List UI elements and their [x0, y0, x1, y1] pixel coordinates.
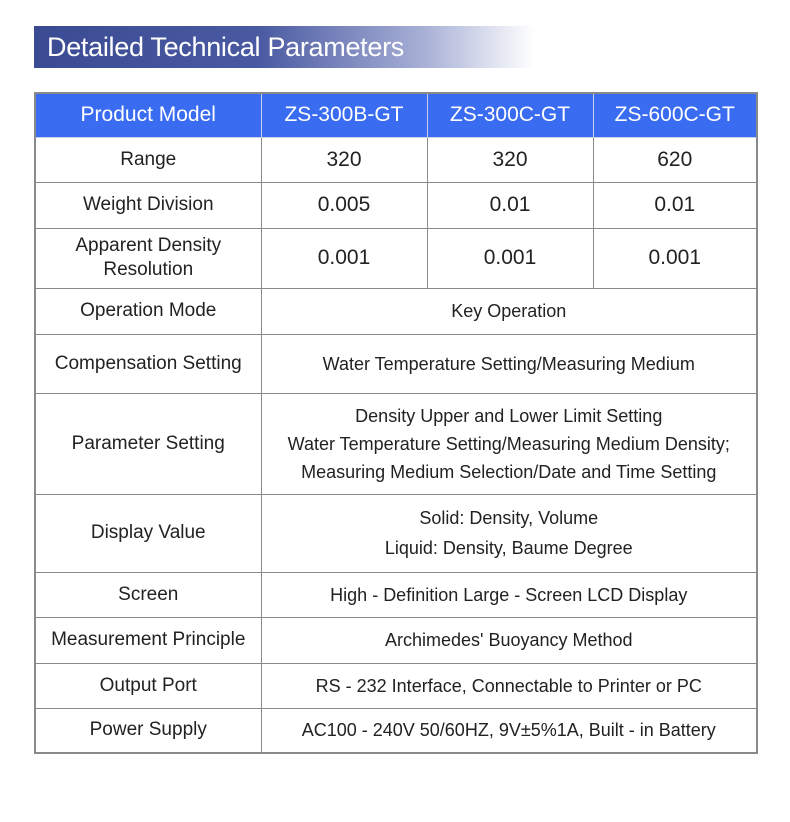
table-row: Output Port RS - 232 Interface, Connecta… — [34, 662, 758, 709]
value-line: Density Upper and Lower Limit Setting — [355, 405, 663, 426]
table-row: Weight Division 0.005 0.01 0.01 — [34, 181, 758, 229]
cell-value: 0.001 — [426, 227, 594, 289]
row-label-weight-division: Weight Division — [34, 181, 262, 229]
cell-value: Water Temperature Setting/Measuring Medi… — [260, 333, 758, 394]
cell-value: AC100 - 240V 50/60HZ, 9V±5%1A, Built - i… — [260, 707, 758, 754]
table-header-row: Product Model ZS-300B-GT ZS-300C-GT ZS-6… — [34, 92, 758, 138]
header-model-3: ZS-600C-GT — [592, 92, 758, 138]
cell-value: Density Upper and Lower Limit Setting Wa… — [260, 392, 758, 495]
cell-value: Archimedes' Buoyancy Method — [260, 616, 758, 664]
cell-value: 0.001 — [260, 227, 428, 289]
row-label-screen: Screen — [34, 571, 262, 618]
table-row: Screen High - Definition Large - Screen … — [34, 571, 758, 618]
cell-value: 0.01 — [426, 181, 594, 229]
value-line: Liquid: Density, Baume Degree — [384, 538, 633, 558]
cell-value: 320 — [260, 136, 428, 183]
label-line: Apparent Density — [75, 235, 222, 256]
row-label-operation-mode: Operation Mode — [34, 287, 262, 335]
table-row: Measurement Principle Archimedes' Buoyan… — [34, 616, 758, 664]
table-row: Operation Mode Key Operation — [34, 287, 758, 335]
cell-value: Key Operation — [260, 287, 758, 335]
row-label-display-value: Display Value — [34, 493, 262, 573]
cell-value: 320 — [426, 136, 594, 183]
table-row: Compensation Setting Water Temperature S… — [34, 333, 758, 394]
table-row: Display Value Solid: Density, Volume Liq… — [34, 493, 758, 573]
row-label-output-port: Output Port — [34, 662, 262, 709]
cell-value: Solid: Density, Volume Liquid: Density, … — [260, 493, 758, 573]
cell-value: 0.001 — [592, 227, 758, 289]
table-row: Parameter Setting Density Upper and Lowe… — [34, 392, 758, 495]
row-label-density-resolution: Apparent Density Resolution — [34, 227, 262, 289]
table-row: Apparent Density Resolution 0.001 0.001 … — [34, 227, 758, 289]
value-line: Water Temperature Setting/Measuring Medi… — [287, 433, 730, 454]
value-line: Solid: Density, Volume — [419, 508, 599, 528]
cell-value: High - Definition Large - Screen LCD Dis… — [260, 571, 758, 618]
row-label-compensation: Compensation Setting — [34, 333, 262, 394]
cell-value: 0.005 — [260, 181, 428, 229]
row-label-principle: Measurement Principle — [34, 616, 262, 664]
cell-value: 620 — [592, 136, 758, 183]
row-label-parameter-setting: Parameter Setting — [34, 392, 262, 495]
header-model-2: ZS-300C-GT — [426, 92, 594, 138]
table-row: Range 320 320 620 — [34, 136, 758, 183]
header-model-1: ZS-300B-GT — [260, 92, 428, 138]
cell-value: RS - 232 Interface, Connectable to Print… — [260, 662, 758, 709]
header-product-model: Product Model — [34, 92, 262, 138]
cell-value: 0.01 — [592, 181, 758, 229]
section-title-banner: Detailed Technical Parameters — [34, 26, 534, 68]
value-line: Measuring Medium Selection/Date and Time… — [301, 461, 717, 482]
table-row: Power Supply AC100 - 240V 50/60HZ, 9V±5%… — [34, 707, 758, 754]
row-label-range: Range — [34, 136, 262, 183]
page-title: Detailed Technical Parameters — [47, 31, 404, 62]
row-label-power-supply: Power Supply — [34, 707, 262, 754]
label-line: Resolution — [103, 259, 194, 280]
spec-table: Product Model ZS-300B-GT ZS-300C-GT ZS-6… — [34, 92, 758, 754]
